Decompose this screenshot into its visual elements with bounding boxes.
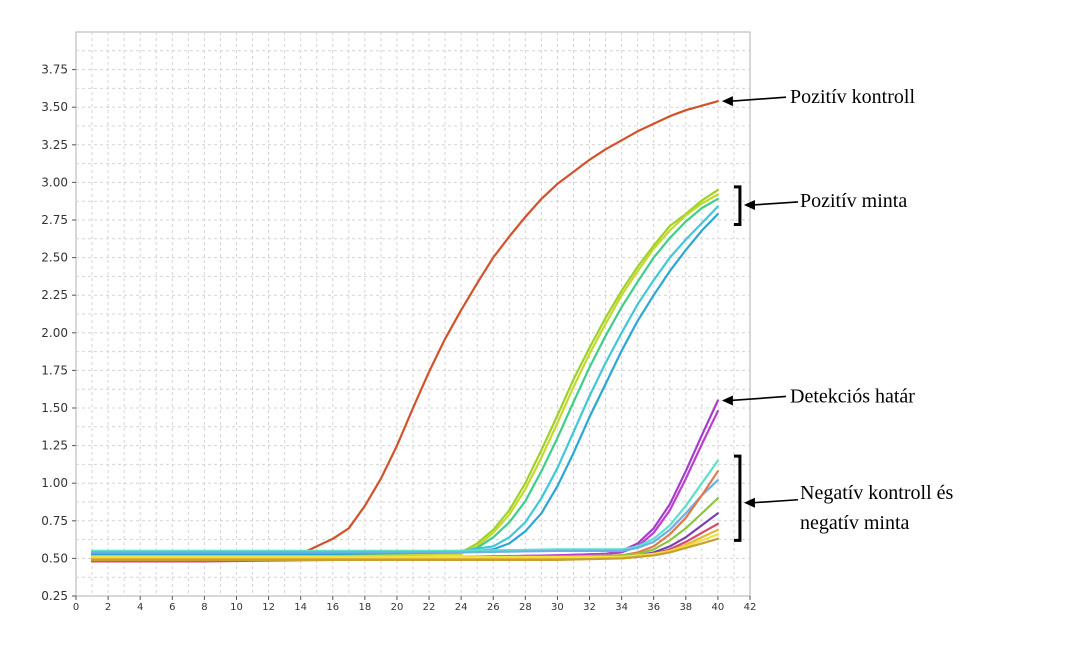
y-tick-label: 0.50 [41,551,68,565]
x-tick-label: 38 [679,602,692,613]
x-tick-label: 14 [294,602,307,613]
annotation-arrowhead [743,497,755,508]
annotation-arrowhead [721,96,733,107]
x-tick-label: 10 [230,602,243,613]
x-tick-label: 22 [423,602,436,613]
y-tick-label: 2.00 [41,326,68,340]
annotation-arrow-line [730,395,787,402]
annotation-arrow-line [752,201,799,206]
x-tick-label: 24 [455,602,468,613]
x-tick-label: 36 [647,602,660,613]
y-tick-label: 2.50 [41,251,68,265]
y-tick-label: 1.25 [41,439,68,453]
x-tick-label: 2 [105,602,111,613]
annotation-label: Pozitív minta [800,190,907,212]
y-tick-label: 0.25 [41,589,68,603]
y-tick-label: 3.25 [41,138,68,152]
x-tick-label: 42 [744,602,757,613]
y-tick-label: 2.75 [41,213,68,227]
series-line [90,100,720,562]
series-line [90,537,720,562]
annotation-label: negatív minta [800,512,910,534]
series-line [90,479,720,554]
x-tick-label: 4 [137,602,143,613]
y-tick-label: 1.50 [41,401,68,415]
y-tick-label: 0.75 [41,514,68,528]
annotation-arrowhead [743,199,755,210]
x-tick-label: 32 [583,602,596,613]
series-line [90,459,720,553]
x-tick-label: 12 [262,602,275,613]
y-tick-label: 3.00 [41,175,68,189]
annotation-bracket [733,185,742,227]
annotation-arrow-line [752,498,799,504]
y-tick-label: 1.75 [41,363,68,377]
annotation-label: Pozitív kontroll [790,86,915,108]
y-tick-label: 1.00 [41,476,68,490]
x-tick-label: 26 [487,602,500,613]
y-tick-label: 2.25 [41,288,68,302]
x-tick-label: 6 [169,602,175,613]
x-tick-label: 8 [201,602,207,613]
x-tick-label: 20 [391,602,404,613]
axes: 0 2 4 6 8 10 12 14 16 18 20 22 24 26 28 30 32 34 36 38 40 420… [41,63,756,613]
x-tick-label: 28 [519,602,532,613]
x-tick-label: 30 [551,602,564,613]
x-tick-label: 40 [712,602,725,613]
annotation-bracket [733,454,742,542]
annotation-arrowhead [721,395,733,406]
x-tick-label: 18 [358,602,371,613]
series-line [90,533,720,559]
y-tick-label: 3.75 [41,63,68,77]
y-tick-label: 3.50 [41,100,68,114]
x-tick-label: 34 [615,602,628,613]
annotation-arrow-line [730,96,787,102]
annotation-label: Negatív kontroll és [800,482,954,504]
annotation-label: Detekciós határ [790,385,915,407]
series-group [90,100,720,563]
annotations: Pozitív kontroll Pozitív minta Detekciós h… [721,86,954,542]
x-tick-label: 16 [326,602,339,613]
x-tick-label: 0 [73,602,79,613]
